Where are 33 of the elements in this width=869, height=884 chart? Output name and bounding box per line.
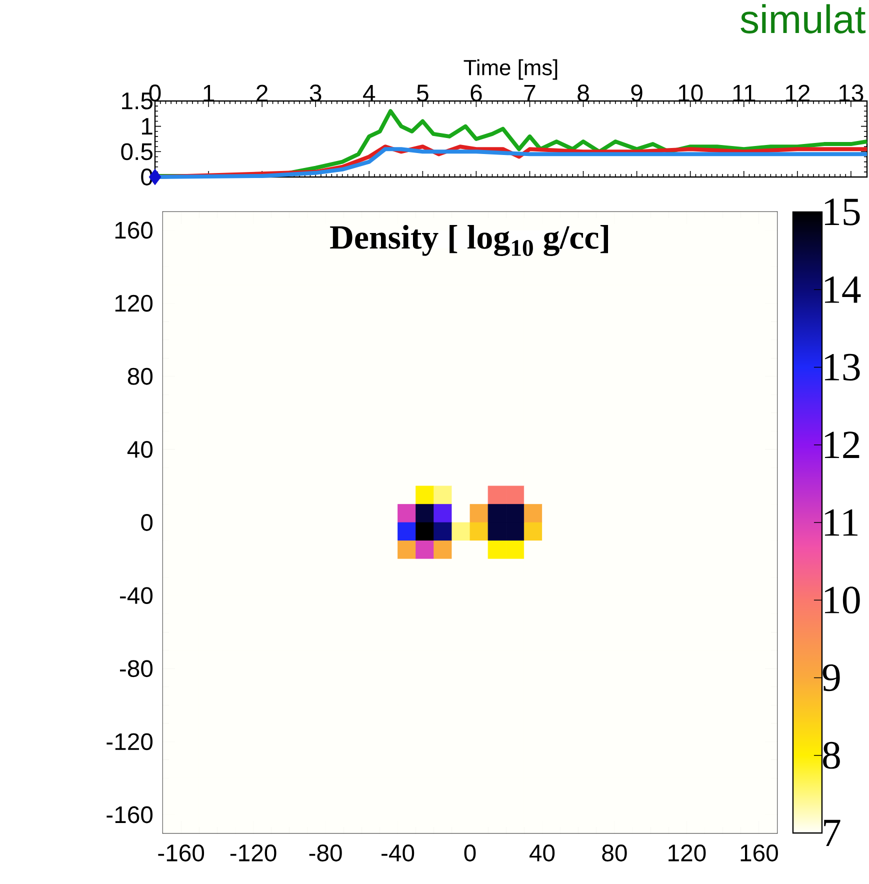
color-bar-label: 9 <box>822 664 840 692</box>
color-bar-label: 8 <box>823 742 840 769</box>
x-tick-label: 160 <box>740 844 778 862</box>
y-tick-label: 160 <box>115 222 153 239</box>
chart-title: Density [ log$_{10}$ g/cc] <box>330 225 608 256</box>
y-tick-label: 0 <box>141 514 153 531</box>
y-tick-label: 120 <box>115 294 153 312</box>
x-tick-label: 0 <box>464 844 476 862</box>
y-tick-label: 80 <box>128 368 153 385</box>
x-tick-label: -160 <box>158 844 204 862</box>
y-tick-label: -80 <box>120 660 153 678</box>
y-tick-label: -120 <box>106 733 153 750</box>
x-tick-label: 80 <box>602 844 627 862</box>
color-bar-label: 12 <box>824 432 860 458</box>
x-axis-title: Time [ms] <box>464 59 558 80</box>
x-tick-label: -80 <box>309 844 342 862</box>
x-tick-label: 120 <box>668 844 706 862</box>
x-tick-label: 4 <box>363 85 376 102</box>
x-tick-label: -40 <box>382 844 414 862</box>
x-tick-label: 40 <box>529 844 555 862</box>
color-bar-label: 10 <box>824 586 860 614</box>
y-tick-label: -40 <box>120 587 153 604</box>
y-tick-label: 40 <box>127 440 153 458</box>
color-bar-label: 14 <box>824 276 861 303</box>
color-bar-label: 15 <box>824 198 860 226</box>
color-bar-label: 11 <box>824 509 858 536</box>
y-tick-label: -160 <box>106 806 153 824</box>
x-tick-label: 7 <box>524 85 536 102</box>
x-tick-label: -120 <box>230 844 276 862</box>
text: simulat <box>740 4 866 34</box>
color-bar-label: 13 <box>824 354 860 381</box>
y-tick-label: 1 <box>142 118 152 135</box>
y-tick-label: 0.5 <box>121 143 152 160</box>
